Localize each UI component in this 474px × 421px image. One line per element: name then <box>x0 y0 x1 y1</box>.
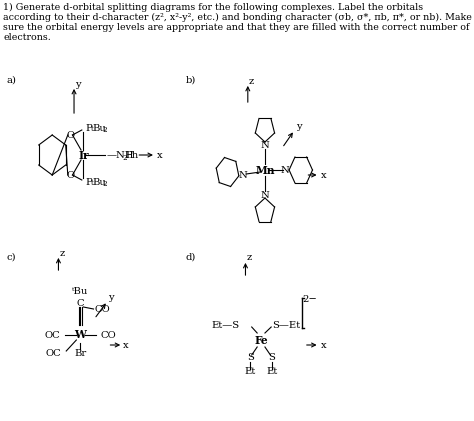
Text: S: S <box>269 354 275 362</box>
Text: z: z <box>249 77 255 85</box>
Text: S—Et: S—Et <box>272 320 300 330</box>
Text: x: x <box>320 171 326 179</box>
Text: a): a) <box>6 76 16 85</box>
Text: electrons.: electrons. <box>3 33 51 42</box>
Text: Mn: Mn <box>255 165 275 176</box>
Text: —NH: —NH <box>107 150 134 160</box>
Text: Bu: Bu <box>93 178 107 187</box>
Text: CO: CO <box>94 304 110 314</box>
Text: z: z <box>247 253 252 263</box>
Text: W: W <box>74 330 86 341</box>
Text: sure the orbital energy levels are appropriate and that they are filled with the: sure the orbital energy levels are appro… <box>3 23 470 32</box>
Text: x: x <box>157 150 163 160</box>
Text: Br: Br <box>74 349 86 357</box>
Text: P: P <box>85 123 91 133</box>
Text: N: N <box>261 190 269 200</box>
Text: Et—S: Et—S <box>211 320 239 330</box>
Text: CO: CO <box>100 330 116 339</box>
Text: y: y <box>296 122 301 131</box>
Text: OC: OC <box>44 330 60 339</box>
Text: N: N <box>281 165 290 174</box>
Text: O: O <box>66 131 74 139</box>
Text: OC: OC <box>46 349 62 357</box>
Text: z: z <box>60 248 65 258</box>
Text: Et: Et <box>245 368 256 376</box>
Text: ᵗBu: ᵗBu <box>72 287 89 296</box>
Text: N: N <box>261 141 269 149</box>
Text: 2: 2 <box>102 126 107 134</box>
Text: Ir: Ir <box>78 149 89 160</box>
Text: y: y <box>75 80 81 88</box>
Text: t: t <box>91 125 93 133</box>
Text: O: O <box>66 171 74 179</box>
Text: x: x <box>320 341 326 349</box>
Text: Fe: Fe <box>254 335 268 346</box>
Text: P: P <box>85 178 91 187</box>
Text: Et: Et <box>266 368 278 376</box>
Text: d): d) <box>185 253 196 262</box>
Text: Bu: Bu <box>93 123 107 133</box>
Text: C: C <box>76 298 84 307</box>
Text: Ph: Ph <box>126 150 139 160</box>
Text: 2−: 2− <box>302 296 317 304</box>
Text: according to their d-character (z², x²-y², etc.) and bonding character (σb, σ*, : according to their d-character (z², x²-y… <box>3 13 472 22</box>
Text: y: y <box>108 293 113 303</box>
Text: x: x <box>123 341 128 349</box>
Text: N: N <box>239 171 247 179</box>
Text: 2: 2 <box>102 180 107 188</box>
Text: 1) Generate d-orbital splitting diagrams for the following complexes. Label the : 1) Generate d-orbital splitting diagrams… <box>3 3 423 12</box>
Text: 2: 2 <box>122 154 127 162</box>
Text: S: S <box>246 354 254 362</box>
Text: t: t <box>91 179 93 187</box>
Text: b): b) <box>185 76 196 85</box>
Text: c): c) <box>6 253 16 262</box>
